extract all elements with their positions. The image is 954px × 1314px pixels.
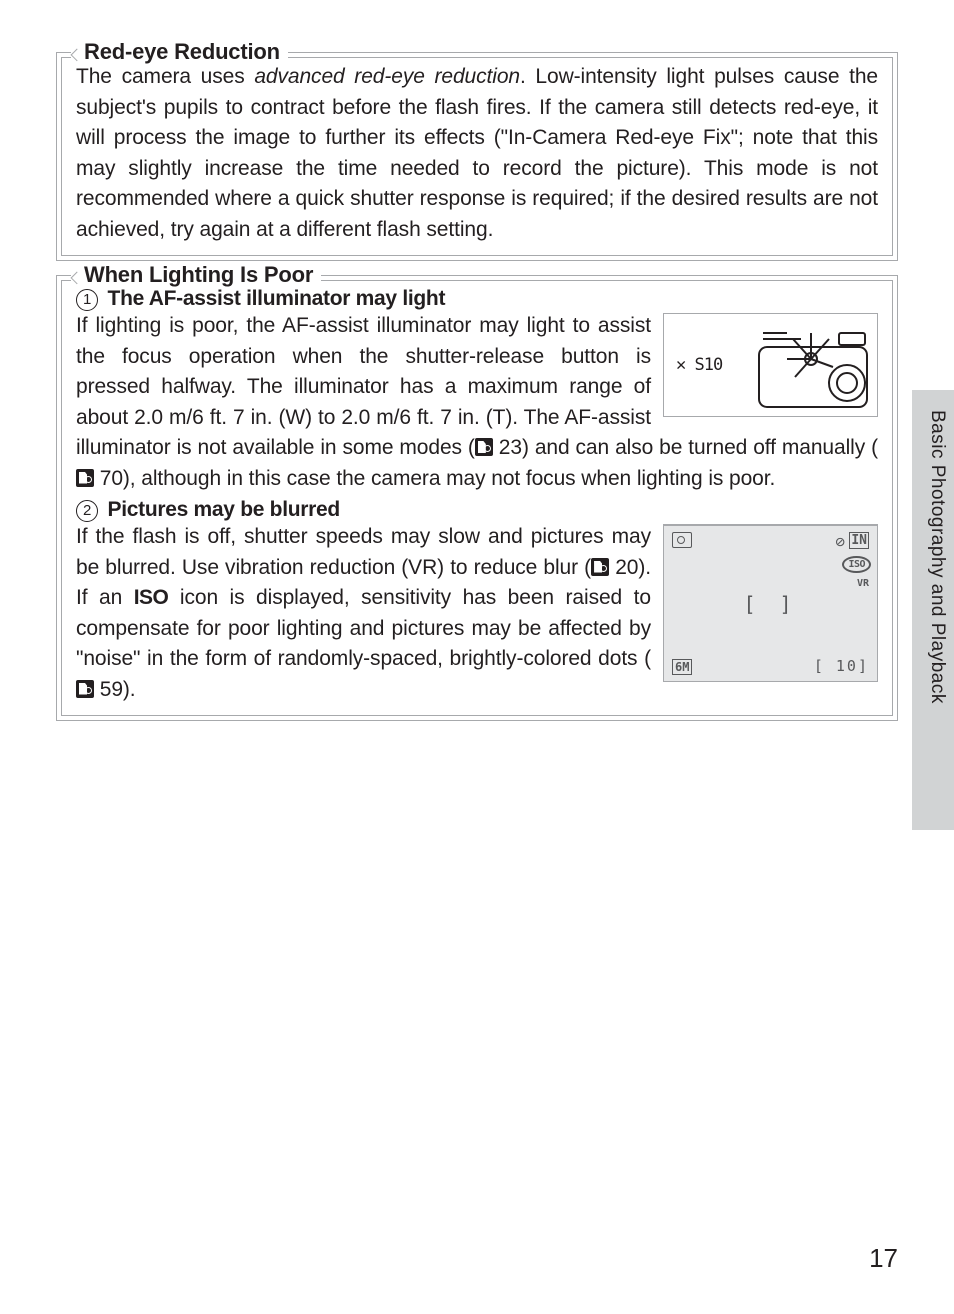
flash-off-icon: ⊘ bbox=[835, 532, 845, 551]
section-red-eye: Red-eye Reduction The camera uses advanc… bbox=[56, 52, 898, 261]
sub-heading-2: 2 Pictures may be blurred bbox=[76, 498, 878, 522]
af-brackets: [ ] bbox=[743, 592, 797, 616]
title-tick-icon bbox=[71, 48, 84, 61]
sub-heading-text: Pictures may be blurred bbox=[108, 498, 340, 521]
figure-lcd-screen: ⊘ IN ISO VR [ ] 6M [ 10] bbox=[663, 524, 878, 682]
title-tick-icon bbox=[71, 271, 84, 284]
resolution-label: 6M bbox=[672, 659, 692, 675]
side-section-label: Basic Photography and Playback bbox=[926, 410, 948, 704]
page-ref-icon bbox=[591, 558, 609, 576]
section-title-text: Red-eye Reduction bbox=[84, 39, 280, 64]
red-eye-body: The camera uses advanced red-eye reducti… bbox=[76, 62, 878, 245]
camera-model-label: ✕ S10 bbox=[676, 355, 722, 375]
page-number: 17 bbox=[869, 1243, 898, 1274]
circled-number-icon: 2 bbox=[76, 500, 98, 522]
page-ref-icon bbox=[475, 438, 493, 456]
section-title-text: When Lighting Is Poor bbox=[84, 262, 313, 287]
sub-heading-1: 1 The AF-assist illuminator may light bbox=[76, 287, 878, 311]
circled-number-icon: 1 bbox=[76, 289, 98, 311]
page-ref-icon bbox=[76, 680, 94, 698]
page-ref-icon bbox=[76, 469, 94, 487]
figure-camera-top: ✕ S10 bbox=[663, 313, 878, 417]
sub-heading-text: The AF-assist illuminator may light bbox=[108, 287, 446, 310]
vr-label: VR bbox=[857, 578, 869, 589]
iso-badge-icon: ISO bbox=[842, 556, 871, 573]
section-title-low-light: When Lighting Is Poor bbox=[71, 262, 321, 288]
memory-in-icon: IN bbox=[849, 532, 869, 549]
section-low-light: When Lighting Is Poor 1 The AF-assist il… bbox=[56, 275, 898, 721]
shots-remaining: [ 10] bbox=[814, 657, 869, 675]
section-title-red-eye: Red-eye Reduction bbox=[71, 39, 288, 65]
camera-mode-icon bbox=[672, 532, 692, 548]
camera-line-art-icon bbox=[753, 319, 873, 411]
